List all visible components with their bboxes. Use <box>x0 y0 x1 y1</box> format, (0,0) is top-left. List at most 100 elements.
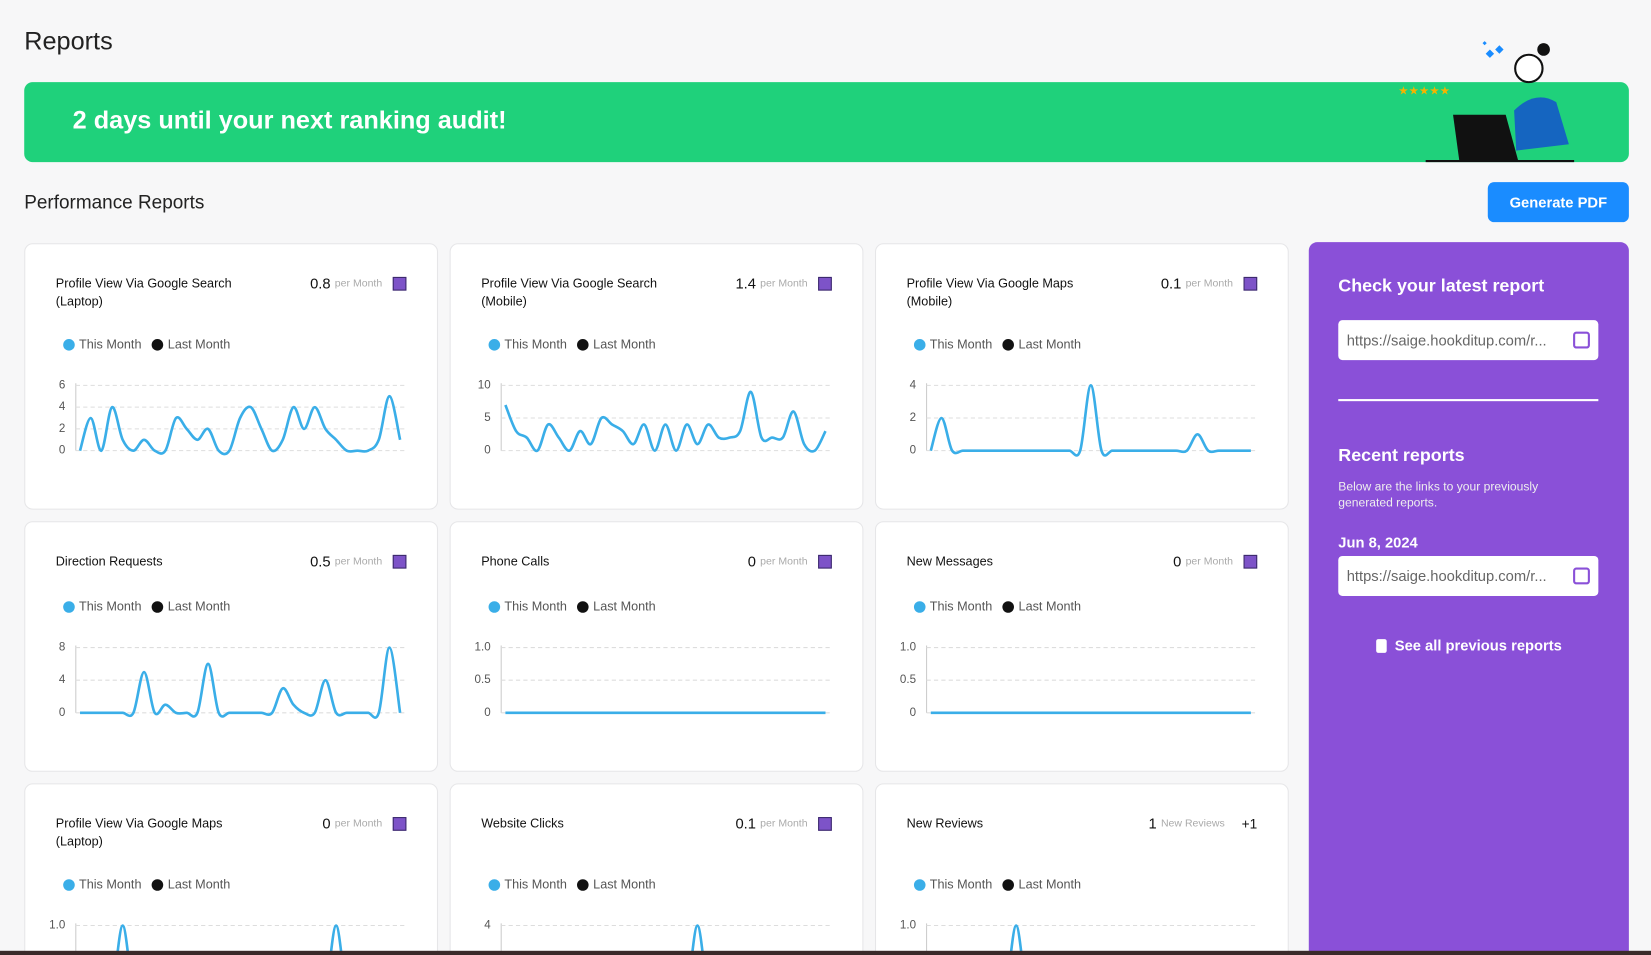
legend-label: Last Month <box>593 877 656 892</box>
generate-pdf-button[interactable]: Generate PDF <box>1487 182 1629 223</box>
legend-label: Last Month <box>1018 599 1082 614</box>
card-icon <box>392 276 407 291</box>
series-line <box>929 384 1251 457</box>
legend-label: This Month <box>929 877 993 892</box>
value-unit: per Month <box>334 817 383 830</box>
y-tick-label: 10 <box>478 379 491 391</box>
doc-icon <box>1375 639 1387 653</box>
banner-text: 2 days until your next ranking audit! <box>72 106 507 135</box>
legend-dot <box>63 600 75 613</box>
legend-dot <box>488 600 501 613</box>
y-tick-label: 1.0 <box>900 642 916 654</box>
card-icon <box>392 816 407 831</box>
card-title: Direction Requests <box>55 553 163 569</box>
y-tick-label: 0 <box>484 445 490 457</box>
card-icon <box>818 816 832 831</box>
value-unit: per Month <box>760 277 808 290</box>
legend: This Month Last Month <box>913 337 1081 352</box>
series-line <box>80 646 402 719</box>
value-unit: per Month <box>1185 555 1233 568</box>
value-number: 1 <box>1148 814 1157 832</box>
legend: This Month Last Month <box>913 877 1081 892</box>
value-number: 0 <box>322 814 331 832</box>
chart: 0 2 4 6 <box>59 379 405 457</box>
card-title: Profile View Via Google Maps (Mobile) <box>906 275 1074 309</box>
series-line <box>78 394 402 456</box>
card-icon <box>818 554 832 569</box>
recent-date: Jun 8, 2024 <box>1338 533 1418 551</box>
page-title: Reports <box>24 27 113 56</box>
value-unit: per Month <box>760 555 808 568</box>
chart: 1.0 <box>900 920 1256 955</box>
card-value: 0.1 per Month <box>735 815 832 832</box>
value-unit: per Month <box>334 277 383 290</box>
value-unit: per Month <box>760 817 808 830</box>
legend: This Month Last Month <box>488 877 656 892</box>
metric-card: Website Clicks 0.1 per Month This Month Last… <box>449 783 864 955</box>
recent-url-field[interactable]: https://saige.hookditup.com/r... <box>1338 555 1599 596</box>
card-value: 0 per Month <box>1173 552 1258 570</box>
legend: This Month Last Month <box>63 877 230 892</box>
y-tick-label: 2 <box>59 423 65 435</box>
legend-dot <box>63 878 75 891</box>
legend-label: This Month <box>78 599 142 614</box>
banner: 2 days until your next ranking audit! <box>24 82 1629 163</box>
card-value: 0.5 per Month <box>310 552 407 570</box>
value-badge: +1 <box>1241 815 1258 832</box>
y-tick-label: 8 <box>59 642 65 654</box>
copy-icon[interactable] <box>1573 567 1590 585</box>
card-title: Profile View Via Google Search (Laptop) <box>55 275 232 309</box>
legend-label: This Month <box>504 877 567 892</box>
metric-card: New Reviews 1 New Reviews +1 This Month Last … <box>874 783 1289 955</box>
value-number: 0 <box>747 552 756 570</box>
legend: This Month Last Month <box>913 599 1082 614</box>
card-icon <box>1243 554 1258 569</box>
card-value: 0.8 per Month <box>310 275 407 292</box>
chart: 0 4 8 <box>59 642 405 719</box>
legend-label: Last Month <box>593 336 656 352</box>
y-tick-label: 0 <box>910 445 916 457</box>
report-panel: Check your latest report https://saige.h… <box>1308 242 1629 955</box>
recent-description: Below are the links to your previously g… <box>1338 481 1539 510</box>
y-tick-label: 4 <box>59 401 66 413</box>
card-title: Website Clicks <box>481 816 564 831</box>
chart: 4 <box>484 920 830 955</box>
see-all-link[interactable]: See all previous reports <box>1309 637 1629 654</box>
metric-card: Phone Calls 0 per Month This Month Last Mont… <box>449 521 864 772</box>
legend-dot <box>152 338 164 351</box>
value-number: 0.5 <box>310 552 331 570</box>
chart: 0 0.5 1.0 <box>900 642 1256 719</box>
divider <box>1338 399 1599 402</box>
chart: 0 2 4 <box>910 379 1256 457</box>
legend-dot <box>1002 338 1015 351</box>
metric-card: Profile View Via Google Maps (Mobile) 0.1… <box>874 243 1289 510</box>
legend-label: This Month <box>504 599 567 614</box>
metric-card: Profile View Via Google Search (Mobile) 1… <box>449 243 864 510</box>
svg-text:★★★★★: ★★★★★ <box>1398 86 1450 98</box>
legend: This Month Last Month <box>488 599 656 614</box>
legend-label: This Month <box>78 877 142 892</box>
recent-title: Recent reports <box>1338 445 1465 466</box>
card-title: New Messages <box>906 553 993 569</box>
chart: 0 5 10 <box>478 379 830 457</box>
legend-dot <box>577 338 589 351</box>
latest-url-field[interactable]: https://saige.hookditup.com/r... <box>1338 320 1599 361</box>
y-tick-label: 0 <box>59 707 65 719</box>
legend-dot <box>1002 600 1015 613</box>
legend-label: This Month <box>504 336 567 352</box>
value-unit: per Month <box>334 555 383 568</box>
legend: This Month Last Month <box>63 337 230 352</box>
legend-dot <box>488 878 501 891</box>
panel-title: Check your latest report <box>1338 275 1545 296</box>
legend: This Month Last Month <box>63 599 230 614</box>
metric-card: New Messages 0 per Month This Month Last Mon… <box>874 521 1289 772</box>
card-value: 0.1 per Month <box>1161 275 1258 292</box>
value-number: 0 <box>1173 552 1182 570</box>
card-icon <box>818 276 832 291</box>
y-tick-label: 1.0 <box>475 642 491 654</box>
metric-card: Profile View Via Google Search (Laptop) 0… <box>24 243 439 510</box>
latest-url: https://saige.hookditup.com/r... <box>1346 331 1547 349</box>
y-tick-label: 0.5 <box>475 674 491 686</box>
copy-icon[interactable] <box>1573 331 1590 349</box>
